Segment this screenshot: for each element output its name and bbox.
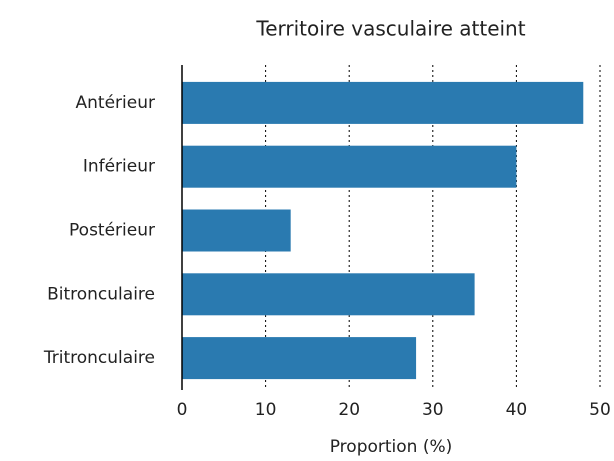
x-tick-label: 50 <box>589 400 611 420</box>
x-axis-label: Proportion (%) <box>330 437 453 457</box>
x-tick-label: 0 <box>177 400 188 420</box>
x-tick-label: 10 <box>255 400 277 420</box>
x-tick-label: 30 <box>422 400 444 420</box>
chart-title: Territoire vasculaire atteint <box>255 17 525 41</box>
x-tick-label: 20 <box>338 400 360 420</box>
bar <box>182 273 475 316</box>
y-tick-label: Inférieur <box>83 157 155 177</box>
bar <box>182 81 584 124</box>
bar <box>182 337 417 380</box>
bar <box>182 209 291 252</box>
y-tick-label: Bitronculaire <box>47 284 155 304</box>
y-tick-label: Antérieur <box>76 93 155 113</box>
x-tick-label: 40 <box>506 400 528 420</box>
y-tick-label: Tritronculaire <box>43 348 155 368</box>
bar <box>182 145 517 188</box>
y-tick-label: Postérieur <box>69 221 155 241</box>
